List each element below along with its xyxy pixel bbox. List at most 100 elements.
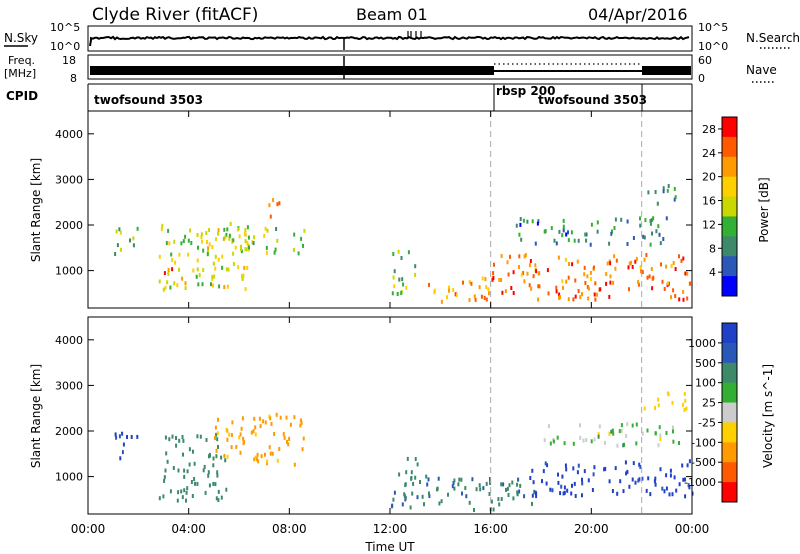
scatter-cell (173, 239, 176, 244)
scatter-cell (608, 479, 611, 484)
scatter-cell (615, 258, 618, 263)
scatter-cell (634, 259, 637, 264)
scatter-cell (200, 235, 203, 239)
scatter-cell (632, 461, 635, 466)
scatter-cell (657, 397, 660, 402)
scatter-cell (518, 232, 521, 237)
scatter-cell (509, 254, 511, 259)
scatter-cell (586, 274, 589, 279)
scatter-cell (665, 431, 668, 435)
scatter-cell (276, 458, 279, 463)
scatter-cell (462, 280, 464, 285)
scatter-cell (583, 469, 586, 474)
scatter-cell (643, 257, 646, 262)
scatter-cell (188, 462, 191, 467)
scatter-cell (257, 459, 260, 464)
scatter-cell (172, 466, 175, 470)
scatter-cell (585, 238, 588, 243)
scatter-cell (206, 240, 208, 244)
scatter-cell (555, 241, 558, 246)
scatter-cell (581, 292, 583, 297)
scatter-cell (162, 287, 165, 292)
scatter-cell (684, 494, 687, 499)
colorbar-tick-label: 25 (702, 397, 716, 410)
scatter-cell (244, 247, 247, 252)
scatter-cell (226, 284, 229, 289)
scatter-cell (478, 483, 481, 488)
x-tick-label: 08:00 (272, 522, 307, 536)
scatter-cell (300, 420, 303, 425)
scatter-cell (167, 268, 170, 272)
scatter-cell (538, 284, 541, 289)
scatter-cell (405, 470, 408, 475)
scatter-cell (553, 238, 556, 243)
scatter-cell (440, 499, 443, 504)
scatter-cell (482, 486, 485, 491)
scatter-cell (686, 463, 689, 468)
scatter-cell (175, 436, 177, 440)
scatter-cell (220, 455, 223, 460)
scatter-cell (438, 501, 441, 506)
scatter-cell (206, 252, 209, 257)
colorbar-swatch (722, 362, 737, 384)
scatter-cell (587, 286, 590, 291)
scatter-cell (301, 447, 304, 452)
scatter-cell (632, 236, 635, 240)
scatter-cell (225, 232, 228, 237)
scatter-cell (674, 267, 677, 271)
scatter-cell (688, 485, 691, 490)
scatter-cell (189, 228, 192, 233)
scatter-cell (167, 228, 170, 233)
scatter-cell (269, 416, 272, 421)
colorbar-tick-label: 100 (695, 377, 716, 390)
scatter-cell (244, 287, 247, 292)
nsky-tick-top-left: 10^5 (50, 21, 80, 34)
scatter-cell (552, 439, 555, 444)
scatter-cell (427, 477, 430, 482)
scatter-cell (268, 445, 271, 450)
scatter-cell (184, 234, 187, 239)
scatter-cell (492, 271, 495, 276)
scatter-cell (212, 463, 215, 468)
scatter-cell (616, 491, 619, 496)
velocity-ylabel: Slant Range [km] (29, 364, 43, 468)
scatter-cell (266, 459, 269, 464)
date-title: 04/Apr/2016 (588, 5, 688, 24)
scatter-cell (682, 297, 685, 302)
scatter-cell (674, 294, 677, 298)
scatter-cell (531, 501, 533, 506)
scatter-cell (302, 436, 305, 441)
velocity-colorbar-label: Velocity [m s^-1] (761, 364, 775, 468)
scatter-cell (626, 422, 629, 427)
scatter-cell (193, 461, 196, 466)
scatter-cell (121, 431, 124, 436)
scatter-cell (163, 271, 166, 276)
scatter-cell (644, 218, 647, 223)
scatter-cell (519, 217, 522, 221)
scatter-cell (161, 223, 164, 228)
scatter-cell (162, 494, 165, 499)
scatter-cell (419, 480, 421, 484)
scatter-cell (407, 250, 410, 255)
scatter-cell (226, 454, 229, 459)
scatter-cell (682, 289, 685, 294)
scatter-cell (637, 282, 640, 287)
scatter-cell (563, 441, 566, 446)
scatter-cell (497, 497, 500, 502)
scatter-cell (589, 270, 592, 275)
scatter-cell (652, 275, 655, 280)
colorbar-swatch (722, 402, 737, 423)
scatter-cell (224, 235, 227, 240)
scatter-cell (592, 472, 595, 477)
scatter-cell (253, 235, 256, 240)
scatter-cell (246, 225, 249, 230)
nsearch-label: N.Search (746, 31, 800, 45)
scatter-cell (480, 294, 483, 299)
scatter-cell (570, 230, 573, 235)
scatter-cell (674, 195, 677, 200)
scatter-cell (500, 497, 503, 501)
scatter-cell (411, 491, 414, 496)
scatter-cell (582, 438, 585, 443)
scatter-cell (604, 466, 607, 471)
colorbar-swatch (722, 342, 737, 364)
